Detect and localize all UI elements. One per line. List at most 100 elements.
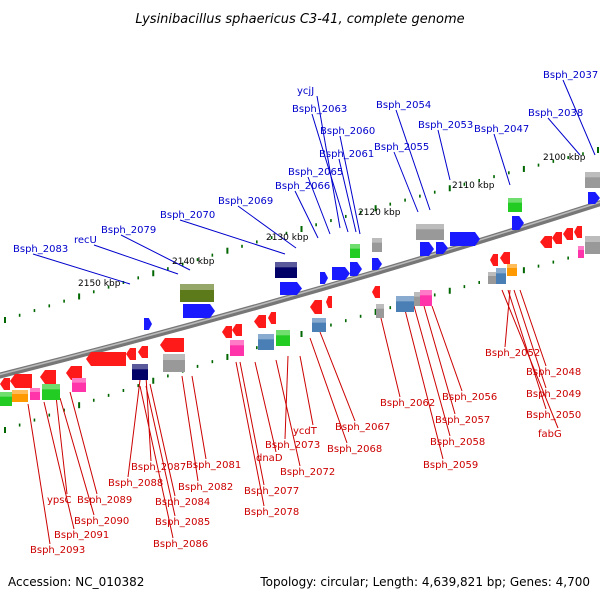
gene-label: Bsph_2060 (320, 126, 375, 137)
reverse-gene-arrow (160, 338, 184, 352)
outer-tick (419, 194, 421, 198)
gene-label: Bsph_2069 (218, 196, 273, 207)
gene-box (585, 172, 600, 188)
outer-tick (567, 156, 569, 160)
gene-label: Bsph_2061 (319, 149, 374, 160)
outer-tick (285, 231, 288, 235)
gene-label: Bsph_2062 (380, 398, 435, 409)
connector-line (395, 109, 431, 211)
tick-label: 2100 kbp (543, 153, 586, 163)
inner-tick (256, 346, 258, 350)
connector-line (55, 395, 68, 495)
gene-box (72, 378, 86, 392)
reverse-gene-arrow (563, 228, 573, 240)
label-connectors (27, 79, 596, 545)
connector-line (504, 289, 511, 348)
reverse-gene-arrow (138, 346, 148, 358)
gene-label: Bsph_2086 (153, 539, 208, 550)
gene-box (488, 272, 496, 284)
gene-label: Bsph_2084 (155, 497, 210, 508)
inner-tick (33, 418, 36, 422)
outer-tick (448, 185, 451, 192)
gene-label: Bsph_2090 (74, 516, 129, 527)
gene-label: Bsph_2089 (77, 495, 132, 506)
outer-tick (18, 313, 21, 317)
gene-box (42, 384, 60, 400)
outer-tick (315, 223, 317, 227)
reverse-gene-arrow (540, 236, 552, 248)
gene-label: Bsph_2057 (435, 415, 490, 426)
inner-tick (344, 319, 347, 323)
inner-tick (167, 374, 169, 378)
connector-line (437, 129, 451, 181)
connector-line (403, 305, 444, 460)
connector-line (27, 403, 51, 545)
gene-label: Bsph_2073 (265, 440, 320, 451)
gene-label: recU (74, 235, 97, 246)
inner-tick (463, 285, 466, 289)
gene-label: ycdT (293, 426, 318, 437)
outer-tick (522, 165, 525, 172)
outer-tick (211, 253, 214, 257)
gene-box (372, 238, 382, 252)
tick-label: 2110 kbp (452, 181, 495, 191)
gene-label: Bsph_2056 (442, 392, 497, 403)
reverse-gene-arrow (326, 296, 332, 308)
outer-tick (493, 175, 495, 179)
outer-tick (167, 267, 169, 271)
connector-line (237, 205, 297, 249)
connector-line (413, 305, 451, 437)
gene-label: ypsC (47, 495, 71, 506)
gene-box (12, 390, 28, 402)
outer-tick (552, 159, 555, 163)
reverse-gene-arrow (126, 348, 136, 360)
gene-label: Bsph_2091 (54, 530, 109, 541)
gene-box (0, 392, 12, 406)
gene-box (376, 304, 384, 318)
reverse-gene-arrow (86, 352, 126, 366)
gene-box (578, 246, 584, 258)
reverse-gene-arrow (66, 366, 82, 380)
inner-tick (522, 267, 525, 274)
gene-box (396, 296, 414, 312)
gene-label: Bsph_2047 (474, 124, 529, 135)
gene-label: Bsph_2083 (13, 244, 68, 255)
inner-tick (78, 402, 81, 409)
reverse-gene-arrow (0, 378, 10, 390)
gene-box (180, 284, 214, 302)
gene-label: Bsph_2085 (155, 517, 210, 528)
connector-line (513, 289, 547, 389)
gene-box (508, 198, 522, 212)
gene-label: Bsph_2093 (30, 545, 85, 556)
connector-line (145, 385, 176, 517)
gene-label: Bsph_2038 (528, 108, 583, 119)
gene-box (163, 354, 185, 372)
outer-tick (404, 198, 406, 202)
inner-tick (137, 384, 140, 388)
connector-line (299, 355, 314, 426)
connector-line (191, 375, 207, 460)
gene-label: Bsph_2050 (526, 410, 581, 421)
genome-summary-text: Topology: circular; Length: 4,639,821 bp… (259, 575, 590, 589)
connector-line (379, 313, 401, 398)
outer-tick (78, 293, 81, 300)
reverse-gene-arrow (372, 286, 380, 298)
inner-tick (300, 331, 303, 337)
inner-tick (122, 388, 125, 392)
outer-tick (33, 309, 36, 313)
connector-line (32, 253, 131, 285)
connector-line (319, 331, 356, 422)
forward-gene-arrow (420, 242, 434, 256)
inner-tick (152, 377, 155, 384)
connector-line (254, 361, 277, 453)
gene-label: dnaD (256, 453, 283, 464)
outer-tick (389, 202, 392, 206)
connector-line (69, 391, 98, 495)
inner-tick (48, 413, 51, 417)
connector-line (501, 289, 559, 429)
gene-box (132, 364, 148, 380)
gene-label: Bsph_2048 (526, 367, 581, 378)
outer-tick (137, 276, 140, 280)
inner-tick (552, 260, 555, 264)
